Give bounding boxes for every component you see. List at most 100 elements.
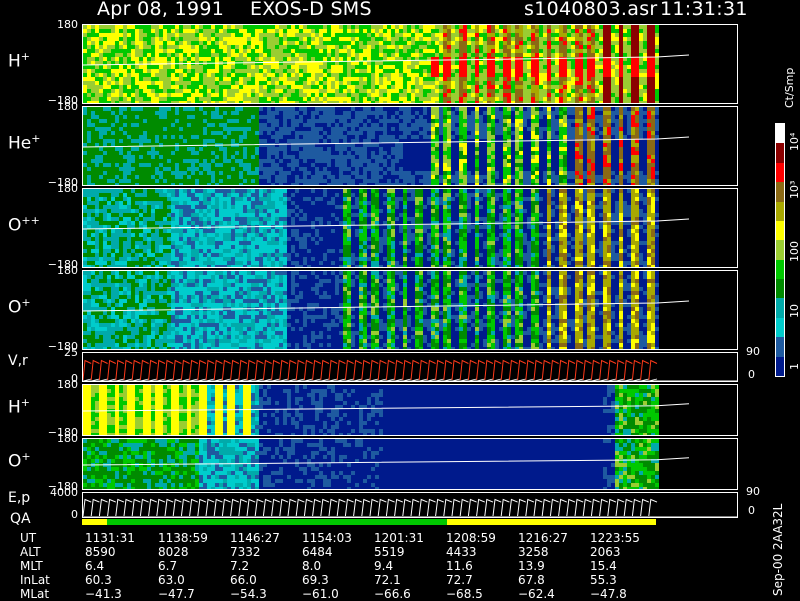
- colorbar-segment: [776, 240, 784, 260]
- colorbar-segment: [776, 221, 784, 241]
- panel-h-plus-1-plot: [83, 25, 738, 104]
- table-cell: 5519: [374, 545, 405, 559]
- table-cell: 15.4: [590, 559, 617, 573]
- table-cell: 6.7: [158, 559, 177, 573]
- panel-o-plusplus-plot: [83, 189, 738, 268]
- colorbar-tick-1: 1: [788, 363, 800, 370]
- table-cell: 72.1: [374, 573, 401, 587]
- table-cell: 8590: [85, 545, 116, 559]
- table-cell: 1131:31: [85, 531, 135, 545]
- qa-label: QA: [10, 511, 31, 527]
- panel-he-plus: [82, 106, 738, 186]
- table-row-name: MLat: [20, 587, 49, 601]
- panel-he-plus-ymax: 180: [38, 100, 78, 113]
- panel-label-ep: E,p: [8, 490, 30, 506]
- colorbar: [775, 123, 785, 377]
- table-cell: 1223:55: [590, 531, 640, 545]
- plot-time: 11:31:31: [660, 0, 748, 20]
- colorbar-segment: [776, 279, 784, 299]
- panel-ep-ymax: 4000: [38, 486, 78, 499]
- table-cell: 6.4: [85, 559, 104, 573]
- table-cell: −54.3: [230, 587, 267, 601]
- panel-label-o-plus-2: O+: [8, 450, 31, 472]
- panel-label-h-plus-2: H+: [8, 396, 30, 418]
- table-cell: 1138:59: [158, 531, 208, 545]
- panel-o-plus-2-ymax: 180: [38, 432, 78, 445]
- panel-h-plus-2: [82, 384, 738, 436]
- panel-o-plus-2-plot: [83, 439, 738, 490]
- panel-label-o-plus-1: O+: [8, 296, 31, 318]
- table-cell: 4433: [446, 545, 477, 559]
- footer-code: Sep-00 2AA32L: [771, 504, 785, 596]
- colorbar-segment: [776, 182, 784, 202]
- colorbar-tick-1e4: 10⁴: [788, 133, 800, 151]
- colorbar-tick-10: 10: [788, 304, 800, 318]
- table-cell: −62.4: [518, 587, 555, 601]
- table-row-name: UT: [20, 531, 36, 545]
- colorbar-segment: [776, 357, 784, 377]
- table-cell: 55.3: [590, 573, 617, 587]
- table-cell: 1154:03: [302, 531, 352, 545]
- panel-ep-rmin: 0: [748, 504, 755, 517]
- table-cell: 72.7: [446, 573, 473, 587]
- table-cell: −47.7: [158, 587, 195, 601]
- colorbar-segment: [776, 260, 784, 280]
- panel-h-plus-1-ymax: 180: [38, 18, 78, 31]
- plot-filename: s1040803.asr: [524, 0, 658, 20]
- panel-h-plus-1: [82, 24, 738, 104]
- table-cell: 66.0: [230, 573, 257, 587]
- panel-ep-plot: [83, 493, 738, 518]
- table-cell: 63.0: [158, 573, 185, 587]
- table-cell: 7.2: [230, 559, 249, 573]
- table-cell: −68.5: [446, 587, 483, 601]
- table-cell: 1201:31: [374, 531, 424, 545]
- colorbar-segment: [776, 124, 784, 144]
- table-cell: 1216:27: [518, 531, 568, 545]
- table-cell: 1208:59: [446, 531, 496, 545]
- panel-ep-ymin: 0: [38, 508, 78, 521]
- panel-label-vr: V,r: [8, 353, 28, 369]
- colorbar-tick-1e3: 10³: [788, 181, 800, 199]
- table-cell: 11.6: [446, 559, 473, 573]
- panel-o-plus-1-plot: [83, 271, 738, 350]
- table-row-name: ALT: [20, 545, 41, 559]
- panel-he-plus-plot: [83, 107, 738, 186]
- panel-vr-rmin: 0: [748, 368, 755, 381]
- table-cell: 8028: [158, 545, 189, 559]
- table-cell: 1146:27: [230, 531, 280, 545]
- panel-o-plus-1-ymax: 180: [38, 264, 78, 277]
- panel-h-plus-2-plot: [83, 385, 738, 436]
- panel-label-he-plus: He+: [8, 132, 40, 154]
- colorbar-segment: [776, 298, 784, 318]
- colorbar-unit: Ct/Smp: [783, 68, 796, 108]
- panel-vr-plot: [83, 353, 738, 382]
- colorbar-segment: [776, 318, 784, 338]
- table-row-name: MLT: [20, 559, 43, 573]
- table-cell: −47.8: [590, 587, 627, 601]
- table-cell: −66.6: [374, 587, 411, 601]
- table-cell: 9.4: [374, 559, 393, 573]
- plot-date: Apr 08, 1991: [97, 0, 224, 20]
- colorbar-segment: [776, 202, 784, 222]
- panel-o-plus-1: [82, 270, 738, 350]
- panel-ep: [82, 492, 738, 518]
- table-cell: −41.3: [85, 587, 122, 601]
- qa-bar: [82, 519, 656, 525]
- panel-vr-ymax: 25: [38, 346, 78, 359]
- colorbar-segment: [776, 337, 784, 357]
- panel-o-plusplus: [82, 188, 738, 268]
- panel-label-h-plus-1: H+: [8, 50, 30, 72]
- panel-label-o-plusplus: O++: [8, 214, 40, 236]
- table-cell: 2063: [590, 545, 621, 559]
- table-row-name: InLat: [20, 573, 50, 587]
- colorbar-segment: [776, 143, 784, 163]
- table-cell: 13.9: [518, 559, 545, 573]
- colorbar-tick-100: 100: [788, 241, 800, 262]
- table-cell: −61.0: [302, 587, 339, 601]
- panel-vr-rmax: 90: [746, 345, 760, 358]
- table-cell: 67.8: [518, 573, 545, 587]
- table-cell: 3258: [518, 545, 549, 559]
- panel-h-plus-2-ymax: 180: [38, 378, 78, 391]
- panel-o-plus-2: [82, 438, 738, 490]
- plot-instrument: EXOS-D SMS: [250, 0, 372, 20]
